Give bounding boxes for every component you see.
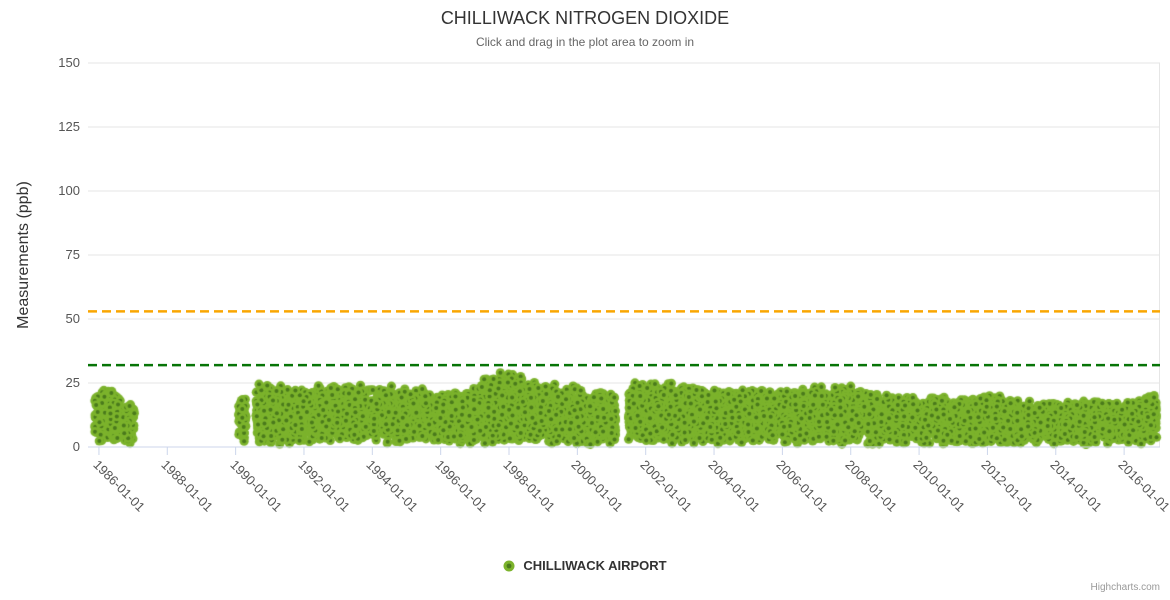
y-tick-label-150: 150 — [58, 55, 80, 70]
highcharts-credits-link[interactable]: Highcharts.com — [1090, 582, 1160, 593]
chart-subtitle: Click and drag in the plot area to zoom … — [475, 35, 695, 49]
y-tick-label-0: 0 — [72, 439, 80, 454]
legend-label: CHILLIWACK AIRPORT — [523, 558, 667, 573]
chart-title: CHILLIWACK NITROGEN DIOXIDE — [440, 8, 730, 28]
legend-item-chilliwack-airport[interactable]: CHILLIWACK AIRPORT — [0, 558, 1170, 573]
y-tick-label-50: 50 — [65, 311, 80, 326]
y-tick-label-75: 75 — [65, 247, 80, 262]
legend-marker-icon — [503, 560, 515, 571]
y-tick-label-125: 125 — [58, 119, 80, 134]
y-tick-label-25: 25 — [65, 375, 80, 390]
y-tick-label-100: 100 — [58, 183, 80, 198]
